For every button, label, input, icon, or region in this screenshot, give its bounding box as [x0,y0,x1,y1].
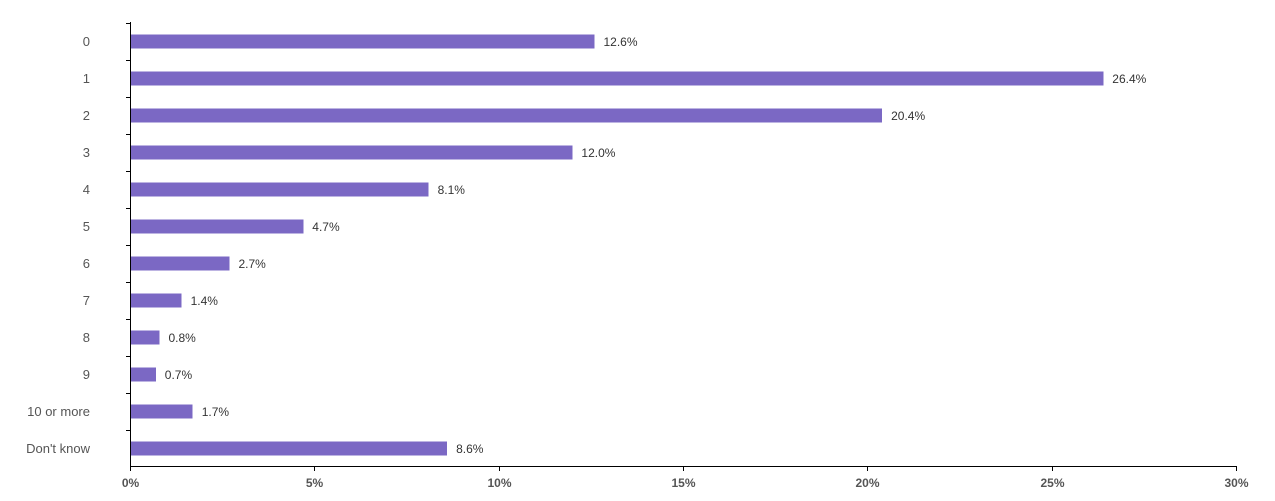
category-label: 1 [83,71,90,86]
category-label: 8 [83,330,90,345]
value-label: 0.7% [165,368,193,382]
bar [131,145,573,160]
bar [131,293,182,308]
x-tick-label: 15% [671,476,695,490]
value-labels-group: 12.6% 26.4% 20.4% 12.0% 8.1% 4.7% 2.7% 1.4% 0.8%… [165,35,1147,456]
category-label: 10 or more [27,404,90,419]
category-label: 4 [83,182,90,197]
bar [131,219,304,234]
axes-group [130,22,1237,467]
x-tick-label: 25% [1040,476,1064,490]
x-tick-label: 0% [122,476,140,490]
category-label: Don't know [26,441,91,456]
bar [131,256,230,271]
value-label: 20.4% [891,109,925,123]
category-label: 9 [83,367,90,382]
y-ticks-group [126,23,130,431]
value-label: 1.4% [191,294,219,308]
value-label: 0.8% [169,331,197,345]
bar [131,330,160,345]
bar [131,182,429,197]
category-labels-group: 0 1 2 3 4 5 6 7 8 9 10 or more Don't know [26,34,91,456]
bar [131,404,193,419]
category-label: 0 [83,34,90,49]
value-label: 8.6% [456,442,484,456]
bar [131,367,156,382]
value-label: 1.7% [202,405,230,419]
value-label: 26.4% [1112,72,1146,86]
bar [131,34,595,49]
category-label: 5 [83,219,90,234]
x-ticks-group: 0% 5% 10% 15% 20% 25% 30% [122,466,1249,490]
x-tick-label: 30% [1224,476,1248,490]
value-label: 12.6% [604,35,638,49]
value-label: 2.7% [239,257,267,271]
x-tick-label: 5% [306,476,324,490]
x-tick-label: 10% [487,476,511,490]
value-label: 8.1% [438,183,466,197]
bars-group [131,34,1104,456]
category-label: 6 [83,256,90,271]
category-label: 3 [83,145,90,160]
value-label: 4.7% [312,220,340,234]
bar [131,441,448,456]
x-tick-label: 20% [855,476,879,490]
category-label: 2 [83,108,90,123]
value-label: 12.0% [581,146,615,160]
bar [131,108,883,123]
category-label: 7 [83,293,90,308]
bar [131,71,1104,86]
